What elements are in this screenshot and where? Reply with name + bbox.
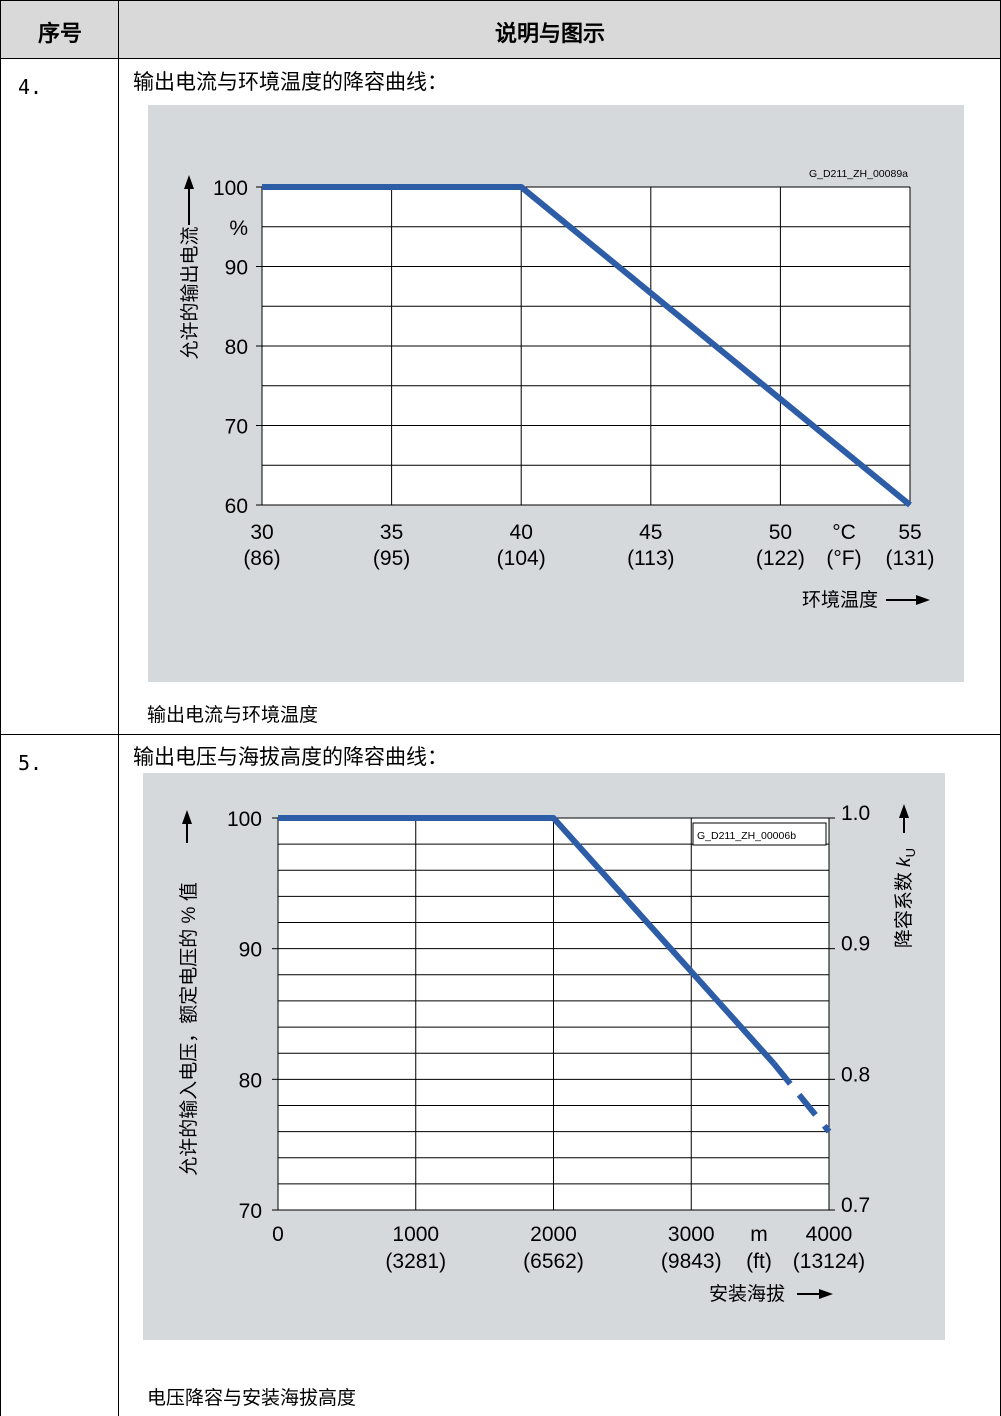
x-tick-label: 45: [639, 521, 662, 544]
table-column-divider: [118, 0, 119, 1416]
x-tick-label-alt: (3281): [385, 1250, 446, 1273]
table-border-left: [0, 0, 1, 1416]
chart-code-label: G_D211_ZH_00006b: [697, 830, 796, 842]
y2-axis-symbol: k: [894, 856, 915, 867]
table-header-background: [1, 1, 1000, 58]
x-unit-alt-label: (°F): [826, 547, 861, 570]
column-header-number: 序号: [38, 22, 83, 47]
y-unit-label: %: [229, 217, 248, 240]
y-tick-label: 100: [213, 177, 248, 200]
row-description: 输出电压与海拔高度的降容曲线：: [133, 745, 448, 769]
chart-caption: 电压降容与安装海拔高度: [147, 1387, 357, 1409]
chart-altitude-derating: 70 80 90 100 0.7 0.8 0.9 1.0 0 1000 (3281) 2000 (656…: [178, 802, 918, 1305]
x-tick-label: 4000: [806, 1223, 853, 1246]
table-border-top: [0, 0, 1001, 1]
chart-code-box: [692, 822, 827, 846]
x-axis-arrow-head-icon: [819, 1289, 833, 1299]
y2-axis-arrow-head-icon: [899, 804, 909, 818]
x-tick-label-alt: (95): [373, 547, 410, 570]
y-axis-title: 允许的输入电压，额定电压的 % 值: [178, 882, 200, 1175]
y-tick-label: 80: [239, 1069, 262, 1092]
chart-code-label: G_D211_ZH_00089a: [809, 168, 908, 180]
chart-panel-temperature: 60 70 80 90 100% 30 (86) 35 (95) 40 (104) 45 (113) 50…: [148, 105, 964, 682]
x-unit-label: °C: [832, 521, 856, 544]
chart-temperature-derating: 60 70 80 90 100% 30 (86) 35 (95) 40 (104) 45 (113) 50…: [179, 168, 935, 611]
x-tick-label-alt: (6562): [523, 1250, 584, 1273]
y-tick-label: 90: [239, 939, 262, 962]
y-axis-title: 允许的输出电流: [179, 226, 201, 359]
y-axis-arrow-head-icon: [182, 810, 192, 824]
y-tick-label: 80: [225, 336, 248, 359]
x-tick-label: 40: [510, 521, 533, 544]
series-line: [262, 184, 912, 508]
row-number: 4.: [18, 75, 43, 99]
y2-axis-subscript: U: [903, 848, 918, 857]
y-tick-label: 70: [239, 1200, 262, 1223]
x-axis-arrow-head-icon: [916, 595, 930, 605]
series-line-extrapolated: [771, 1061, 832, 1134]
x-tick-label: 50: [769, 521, 792, 544]
y-tick-label: 100: [227, 808, 262, 831]
x-tick-label-alt: (86): [243, 547, 280, 570]
x-tick-label-alt: (113): [627, 547, 674, 570]
x-tick-label-alt: (122): [756, 547, 805, 570]
x-tick-label: 3000: [668, 1223, 715, 1246]
y2-tick-label: 0.7: [841, 1194, 870, 1217]
x-unit-alt-label: (ft): [746, 1250, 772, 1273]
x-tick-label-alt: (9843): [661, 1250, 722, 1273]
table-row-divider: [0, 734, 1001, 735]
x-tick-label-alt: (104): [497, 547, 546, 570]
y-tick-label: 90: [225, 257, 248, 280]
x-tick-label: 1000: [392, 1223, 439, 1246]
x-axis-title: 环境温度: [802, 589, 878, 611]
table-header-divider: [0, 58, 1001, 59]
x-tick-label: 55: [898, 521, 921, 544]
y-tick-label: 70: [225, 416, 248, 439]
x-axis-title: 安装海拔: [709, 1283, 785, 1305]
column-header-description: 说明与图示: [495, 22, 606, 47]
x-unit-label: m: [750, 1223, 768, 1246]
x-tick-label: 30: [250, 521, 273, 544]
y-axis-arrow-head-icon: [184, 175, 194, 189]
y2-tick-label: 1.0: [841, 802, 870, 825]
row-number: 5.: [18, 751, 43, 775]
y2-axis-title: 降容系数 kU: [893, 848, 918, 948]
chart-panel-altitude: 70 80 90 100 0.7 0.8 0.9 1.0 0 1000 (3281) 2000 (656…: [143, 773, 945, 1340]
chart-caption: 输出电流与环境温度: [147, 704, 319, 726]
x-tick-label-alt: (13124): [793, 1250, 865, 1273]
y2-tick-label: 0.9: [841, 933, 870, 956]
x-tick-label: 2000: [530, 1223, 577, 1246]
y2-tick-label: 0.8: [841, 1063, 870, 1086]
series-line: [278, 815, 777, 1066]
x-tick-label: 35: [380, 521, 403, 544]
y-tick-label: 60: [225, 495, 248, 518]
x-tick-label: 0: [272, 1223, 284, 1246]
row-description: 输出电流与环境温度的降容曲线：: [133, 70, 448, 94]
x-tick-label-alt: (131): [885, 547, 934, 570]
